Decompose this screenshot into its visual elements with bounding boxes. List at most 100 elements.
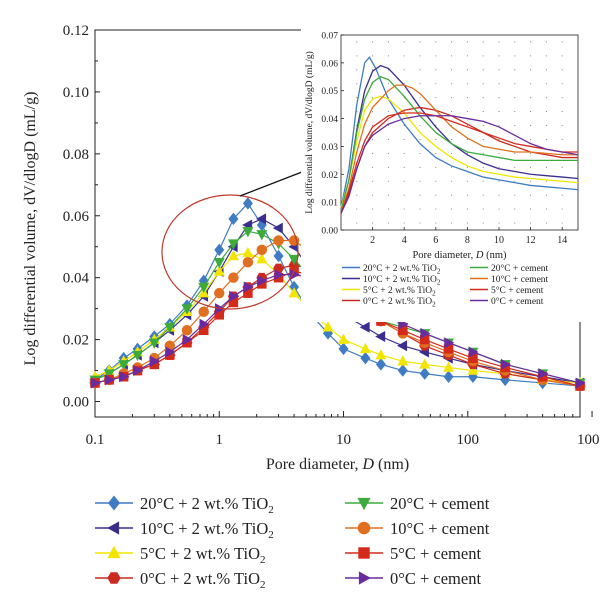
legend-label-subscript: 2	[268, 504, 274, 516]
data-point	[500, 358, 511, 370]
grid-dot	[372, 111, 374, 113]
inset-series-line-2	[340, 95, 579, 208]
grid-dot	[498, 180, 500, 182]
grid-dot	[561, 194, 563, 196]
grid-dot	[372, 208, 374, 210]
grid-dot	[372, 97, 374, 99]
data-point	[360, 351, 371, 365]
grid-dot	[451, 152, 453, 154]
grid-dot	[466, 41, 468, 43]
grid-dot	[403, 111, 405, 113]
inset-x-tick-label: 2	[370, 235, 375, 246]
grid-dot	[403, 180, 405, 182]
y-tick-label: 0.00	[63, 395, 89, 411]
grid-dot	[387, 152, 389, 154]
data-point	[468, 353, 478, 363]
grid-dot	[372, 55, 374, 57]
inset-legend-label-main: 5°C + cement	[491, 285, 544, 296]
grid-dot	[514, 97, 516, 99]
grid-dot	[419, 180, 421, 182]
y-tick-label: 0.08	[63, 147, 89, 163]
grid-dot	[387, 41, 389, 43]
data-point	[397, 340, 408, 352]
grid-dot	[387, 124, 389, 127]
grid-dot	[545, 208, 547, 210]
grid-dot	[387, 138, 389, 141]
data-point	[419, 334, 430, 345]
data-point	[132, 350, 144, 362]
data-point	[242, 246, 254, 258]
grid-dot	[498, 111, 500, 113]
inset-y-tick-label: 0.03	[321, 143, 338, 153]
data-point	[375, 331, 386, 343]
inset-legend-label: 0°C + cement	[491, 296, 544, 307]
grid-dot	[530, 124, 532, 127]
data-point	[199, 318, 210, 330]
inset-x-axis-label-var: D	[475, 250, 484, 261]
grid-dot	[482, 124, 484, 127]
x-tick-label: 100	[457, 432, 480, 448]
grid-dot	[387, 194, 389, 196]
inset-x-tick-label: 14	[557, 235, 567, 246]
grid-dot	[356, 41, 358, 43]
data-point	[256, 253, 268, 264]
data-point	[227, 239, 239, 250]
data-point	[397, 364, 408, 377]
grid-dot	[419, 41, 421, 43]
grid-dot	[561, 97, 563, 99]
data-point	[198, 306, 209, 317]
legend-swatch-marker	[107, 521, 120, 535]
data-point	[538, 368, 549, 380]
data-point	[443, 344, 454, 354]
inset-y-tick-label: 0.01	[321, 199, 338, 209]
legend-label-main: 0°C + 2 wt.% TiO	[140, 569, 260, 588]
inset-x-tick-label: 12	[526, 235, 536, 246]
x-axis-label-unit: (nm)	[374, 456, 409, 473]
grid-dot	[498, 208, 500, 210]
data-point	[338, 333, 350, 344]
grid-dot	[514, 124, 516, 127]
grid-dot	[561, 152, 563, 154]
grid-dot	[419, 111, 421, 113]
legend-label: 5°C + cement	[390, 544, 481, 563]
data-point	[443, 370, 454, 384]
grid-dot	[435, 222, 437, 224]
grid-dot	[482, 83, 484, 85]
legend-swatch-marker	[107, 572, 121, 584]
legend-label: 10°C + 2 wt.% TiO2	[140, 519, 274, 541]
grid-dot	[545, 138, 547, 141]
inset-x-tick-label: 4	[402, 235, 407, 246]
inset-legend-label-main: 5°C + 2 wt.% TiO	[363, 285, 432, 296]
grid-dot	[498, 69, 500, 71]
grid-dot	[514, 222, 516, 224]
inset-y-axis-label: Log differential volume, dV/dlogD (mL/g)	[304, 51, 315, 214]
y-tick-label: 0.10	[63, 85, 89, 101]
data-point	[165, 346, 176, 358]
data-point	[443, 361, 455, 372]
inset-legend-label-main: 0°C + cement	[491, 296, 544, 307]
data-point	[359, 321, 370, 333]
grid-dot	[514, 83, 516, 85]
legend-label: 20°C + cement	[390, 494, 490, 513]
grid-dot	[545, 111, 547, 113]
grid-dot	[435, 55, 437, 57]
grid-dot	[435, 83, 437, 85]
y-tick-label: 0.04	[63, 271, 90, 287]
grid-dot	[530, 194, 532, 196]
grid-dot	[514, 55, 516, 57]
legend-label-main: 5°C + 2 wt.% TiO	[140, 544, 260, 563]
data-point	[198, 325, 209, 336]
grid-dot	[435, 152, 437, 154]
grid-dot	[356, 69, 358, 71]
grid-dot	[387, 208, 389, 210]
grid-dot	[372, 166, 374, 168]
legend-label-main: 20°C + cement	[390, 494, 490, 513]
main-plot: 0.000.020.040.060.080.100.120.1 1 10 100 100…	[22, 23, 600, 473]
data-point	[148, 338, 160, 349]
grid-dot	[545, 124, 547, 127]
grid-dot	[419, 55, 421, 57]
data-point	[242, 256, 254, 268]
grid-dot	[466, 152, 468, 154]
grid-dot	[561, 83, 563, 85]
